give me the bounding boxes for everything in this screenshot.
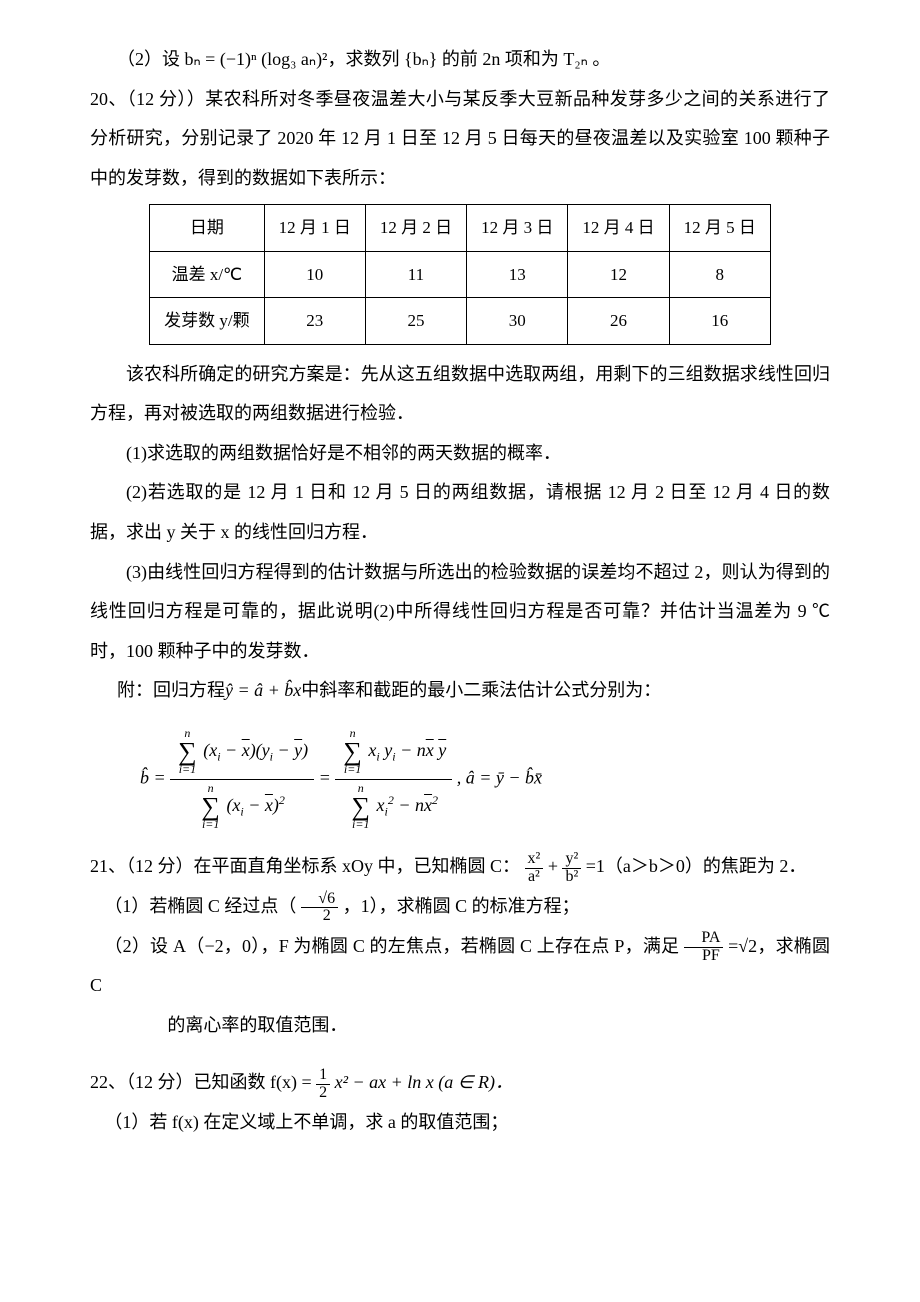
row-label-sprout: 发芽数 y/颗 <box>150 298 264 344</box>
num: √6 <box>301 891 338 909</box>
cell: 12 <box>568 251 669 297</box>
row-label-temp: 温差 x/℃ <box>150 251 264 297</box>
table-header-row: 日期 12 月 1 日 12 月 2 日 12 月 3 日 12 月 4 日 1… <box>150 205 771 251</box>
bhat: b̂ = <box>140 767 170 787</box>
q20-formula: b̂ = n∑i=1 (xi − x)(yi − y) n∑i=1 (xi − … <box>140 725 830 834</box>
ellipse-frac-x: x² a² <box>525 851 544 886</box>
cell: 30 <box>467 298 568 344</box>
q22-sub1: （1）若 f(x) 在定义域上不单调，求 a 的取值范围； <box>90 1103 830 1143</box>
q21-s1-post: ，1），求椭圆 C 的标准方程； <box>343 896 580 916</box>
cell: 13 <box>467 251 568 297</box>
q20-sub2-text: (2)若选取的是 12 月 1 日和 12 月 5 日的两组数据，请根据 12 … <box>90 482 830 542</box>
q21-sub2: （2）设 A（−2，0），F 为椭圆 C 的左焦点，若椭圆 C 上存在点 P，满… <box>90 927 830 1006</box>
frac-2: n∑i=1 xi yi − nx y n∑i=1 xi2 − nx2 <box>335 725 452 834</box>
q20-plan-text: 该农科所确定的研究方案是：先从这五组数据中选取两组，用剩下的三组数据求线性回归方… <box>90 364 830 424</box>
num: 1 <box>316 1067 330 1085</box>
q20-plan: 该农科所确定的研究方案是：先从这五组数据中选取两组，用剩下的三组数据求线性回归方… <box>90 355 830 434</box>
q20-data-table: 日期 12 月 1 日 12 月 2 日 12 月 3 日 12 月 4 日 1… <box>149 204 771 344</box>
q20-sub2: (2)若选取的是 12 月 1 日和 12 月 5 日的两组数据，请根据 12 … <box>90 473 830 552</box>
q21-post: =1（a＞b＞0）的焦距为 2． <box>586 856 807 876</box>
q20-header: 20、（12 分））某农科所对冬季昼夜温差大小与某反季大豆新品种发芽多少之间的关… <box>90 80 830 199</box>
cell: 10 <box>264 251 365 297</box>
sum-icon: n∑i=1 <box>178 727 197 777</box>
attach-pre: 附：回归方程 <box>117 680 225 700</box>
attach-eq: ŷ = â + b̂x <box>225 680 301 700</box>
attach-post: 中斜率和截距的最小二乘法估计公式分别为： <box>301 680 661 700</box>
q21-s2-tail: 的离心率的取值范围． <box>167 1015 347 1035</box>
den: PF <box>684 948 723 965</box>
den: a² <box>525 869 544 886</box>
pa-over-pf: PA PF <box>684 930 723 965</box>
q19-part2-text: （2）设 bₙ = (−1)ⁿ (log₃ aₙ)²，求数列 {bₙ} 的前 2… <box>117 49 610 69</box>
den: 2 <box>301 908 338 925</box>
col-dec2: 12 月 2 日 <box>365 205 466 251</box>
ellipse-frac-y: y² b² <box>562 851 581 886</box>
col-date: 日期 <box>150 205 264 251</box>
plus: + <box>548 856 558 876</box>
cell: 11 <box>365 251 466 297</box>
q21-sub1: （1）若椭圆 C 经过点（ √6 2 ，1），求椭圆 C 的标准方程； <box>90 887 830 927</box>
num: x² <box>525 851 544 869</box>
cell: 23 <box>264 298 365 344</box>
col-dec1: 12 月 1 日 <box>264 205 365 251</box>
sum-icon: n∑i=1 <box>352 782 371 832</box>
table-row: 温差 x/℃ 10 11 13 12 8 <box>150 251 771 297</box>
num: y² <box>562 851 581 869</box>
q21-s2-pre: （2）设 A（−2，0），F 为椭圆 C 的左焦点，若椭圆 C 上存在点 P，满… <box>104 936 679 956</box>
col-dec5: 12 月 5 日 <box>669 205 770 251</box>
col-dec4: 12 月 4 日 <box>568 205 669 251</box>
formula-tail: , â = ȳ − b̂x̄ <box>457 767 542 787</box>
q22-pre: 22、（12 分）已知函数 f(x) = <box>90 1072 316 1092</box>
q21-pre: 21、（12 分）在平面直角坐标系 xOy 中，已知椭圆 C： <box>90 856 520 876</box>
den: b² <box>562 869 581 886</box>
sum-icon: n∑i=1 <box>201 782 220 832</box>
q20-sub1: (1)求选取的两组数据恰好是不相邻的两天数据的概率． <box>90 434 830 474</box>
col-dec3: 12 月 3 日 <box>467 205 568 251</box>
one-half: 1 2 <box>316 1067 330 1102</box>
cell: 8 <box>669 251 770 297</box>
cell: 16 <box>669 298 770 344</box>
den: 2 <box>316 1085 330 1102</box>
q20-header-text: 20、（12 分））某农科所对冬季昼夜温差大小与某反季大豆新品种发芽多少之间的关… <box>90 89 830 188</box>
q19-part2: （2）设 bₙ = (−1)ⁿ (log₃ aₙ)²，求数列 {bₙ} 的前 2… <box>90 40 830 80</box>
q22-post: x² − ax + ln x (a ∈ R)． <box>335 1072 513 1092</box>
q20-sub3-text: (3)由线性回归方程得到的估计数据与所选出的检验数据的误差均不超过 2，则认为得… <box>90 562 830 661</box>
q20-attach-line: 附：回归方程ŷ = â + b̂x中斜率和截距的最小二乘法估计公式分别为： <box>90 671 830 711</box>
q20-sub3: (3)由线性回归方程得到的估计数据与所选出的检验数据的误差均不超过 2，则认为得… <box>90 553 830 672</box>
q21-s1-pre: （1）若椭圆 C 经过点（ <box>104 896 296 916</box>
sum-icon: n∑i=1 <box>343 727 362 777</box>
q20-sub1-text: (1)求选取的两组数据恰好是不相邻的两天数据的概率． <box>126 443 561 463</box>
q21-line: 21、（12 分）在平面直角坐标系 xOy 中，已知椭圆 C： x² a² + … <box>90 847 830 887</box>
sqrt6-over-2: √6 2 <box>301 891 338 926</box>
cell: 25 <box>365 298 466 344</box>
q21-sub2-tail: 的离心率的取值范围． <box>90 1006 830 1046</box>
q22-s1-text: （1）若 f(x) 在定义域上不单调，求 a 的取值范围； <box>104 1112 508 1132</box>
num: PA <box>684 930 723 948</box>
table-row: 发芽数 y/颗 23 25 30 26 16 <box>150 298 771 344</box>
q22-line: 22、（12 分）已知函数 f(x) = 1 2 x² − ax + ln x … <box>90 1063 830 1103</box>
frac-1: n∑i=1 (xi − x)(yi − y) n∑i=1 (xi − x)2 <box>170 725 314 834</box>
cell: 26 <box>568 298 669 344</box>
spacer <box>90 1045 830 1063</box>
